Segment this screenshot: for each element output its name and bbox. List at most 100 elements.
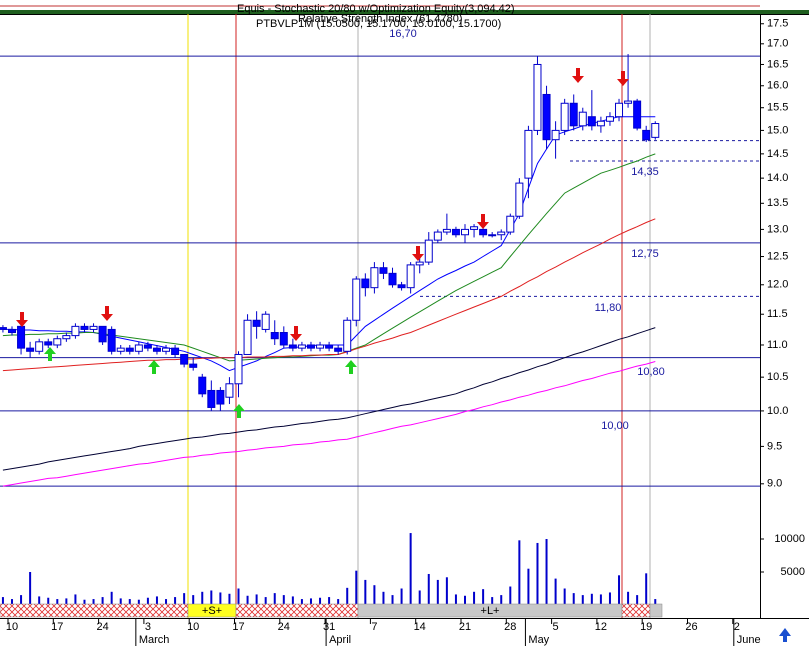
volume-bar <box>1 597 4 605</box>
buy-arrow <box>44 347 56 361</box>
volume-bar <box>654 599 657 605</box>
candle-body <box>62 335 71 340</box>
x-tick-label: 12 <box>595 621 607 633</box>
y-tick-label: 15.5 <box>767 102 788 114</box>
candle-body <box>143 344 152 349</box>
candle-body <box>162 347 171 352</box>
ma-line <box>2 218 656 372</box>
volume-bar <box>11 599 13 605</box>
volume-bar <box>572 593 575 605</box>
scroll-arrow[interactable] <box>779 628 791 642</box>
ma-line <box>2 327 656 471</box>
candle-body <box>578 111 587 127</box>
x-tick-label: 21 <box>459 621 471 633</box>
volume-bar <box>491 597 494 605</box>
volume-bar <box>146 597 149 605</box>
candle-body <box>44 341 53 346</box>
volume-bar <box>38 596 41 605</box>
x-tick-label: 28 <box>504 621 516 633</box>
candle-body <box>0 327 7 330</box>
y-tick-label: 14.5 <box>767 148 788 160</box>
y-tick-label: 13.5 <box>767 197 788 209</box>
volume-bar <box>454 594 457 605</box>
candle-body <box>569 102 578 127</box>
y-tick-label: 15.0 <box>767 124 788 136</box>
volume-bar <box>527 568 530 605</box>
buy-arrow <box>345 360 357 374</box>
candle-body <box>352 278 361 321</box>
x-tick-label: 3 <box>145 621 151 633</box>
volume-bar <box>636 595 639 605</box>
y-tick-label: 16.5 <box>767 58 788 70</box>
volume-bar <box>165 599 168 605</box>
volume-bar <box>174 597 177 605</box>
candle-body <box>134 344 143 352</box>
candle-body <box>343 319 352 352</box>
x-tick-label: 19 <box>640 621 652 633</box>
sell-arrow <box>412 246 424 261</box>
candle-body <box>8 328 16 334</box>
chart-title: Equis - Stochastic 20/80 w/Optimization … <box>237 3 515 15</box>
candle-body <box>533 63 542 131</box>
y-tick-label: 16.0 <box>767 80 788 92</box>
candle-body <box>243 319 252 355</box>
candle-body <box>542 93 551 141</box>
month-label: June <box>737 634 761 646</box>
candle-body <box>587 116 596 127</box>
volume-bar <box>400 588 403 605</box>
volume-bar <box>101 597 104 605</box>
volume-bar <box>264 597 267 605</box>
y-tick-label: 9.5 <box>767 440 782 452</box>
level-label: 16,70 <box>389 28 417 40</box>
volume-bar <box>291 596 294 605</box>
candle-body <box>261 313 270 330</box>
candle-body <box>297 344 306 349</box>
candle-body <box>216 389 225 405</box>
candle-body <box>397 284 406 289</box>
x-tick-label: 7 <box>371 621 377 633</box>
volume-bar <box>545 539 548 605</box>
candle-body <box>125 347 134 352</box>
candle-body <box>433 231 442 241</box>
candle-body <box>316 344 325 349</box>
volume-bar <box>536 542 539 605</box>
candle-body <box>152 347 161 352</box>
volume-bar <box>155 596 158 605</box>
candle-body <box>279 332 288 346</box>
y-tick-label: 13.0 <box>767 223 788 235</box>
candle-body <box>198 376 207 395</box>
x-tick-label: 31 <box>323 621 335 633</box>
volume-bar <box>391 595 394 605</box>
level-label: 10,80 <box>637 366 665 378</box>
volume-bar <box>382 591 385 605</box>
signal-segment <box>235 603 359 618</box>
candle-body <box>107 328 116 352</box>
candle-body <box>605 116 614 122</box>
volume-bar <box>319 597 322 605</box>
candle-body <box>306 344 315 349</box>
volume-bar <box>192 595 195 605</box>
volume-bar <box>436 579 439 605</box>
month-label: April <box>329 634 351 646</box>
candle-body <box>424 239 433 263</box>
volume-bar <box>581 595 584 605</box>
volume-bar <box>409 533 412 605</box>
x-tick-label: 17 <box>51 621 63 633</box>
candle-body <box>17 325 26 349</box>
sell-arrow <box>617 71 629 86</box>
candle-body <box>379 267 388 274</box>
y-tick-label: 11.0 <box>767 339 788 351</box>
volume-bar <box>645 573 648 605</box>
x-tick-label: 24 <box>278 621 290 633</box>
y-tick-label: 12.0 <box>767 279 788 291</box>
y-tick-label: 11.5 <box>767 308 788 320</box>
candle-body <box>180 353 189 365</box>
x-tick-label: 17 <box>232 621 244 633</box>
signal-label: +S+ <box>202 605 222 617</box>
series-label: PTBVLP1M (15.0500, 15.1700, 15.0100, 15.… <box>256 18 501 30</box>
signal-label: +L+ <box>481 605 500 617</box>
x-tick-label: 5 <box>553 621 559 633</box>
candle-body <box>388 272 397 286</box>
candle-body <box>451 228 460 236</box>
